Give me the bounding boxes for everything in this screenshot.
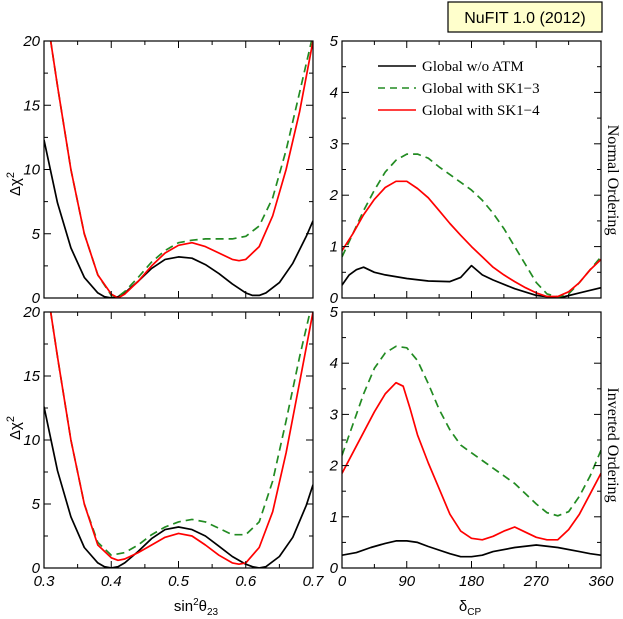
y-tick-label: 4 <box>330 84 338 101</box>
y-tick-label: 15 <box>23 368 40 385</box>
ylabel-top-left: Δχ2 <box>5 172 24 196</box>
x-tick-label: 0.7 <box>303 573 325 590</box>
series-line-3 <box>342 180 601 298</box>
y-tick-label: 10 <box>23 162 40 179</box>
y-tick-label: 2 <box>329 458 339 475</box>
series-line-1 <box>44 406 313 568</box>
y-tick-label: 3 <box>330 136 339 153</box>
plot-frame <box>341 40 602 299</box>
ylabel-bottom-left: Δχ2 <box>5 416 24 440</box>
y-tick-label: 5 <box>330 33 339 50</box>
legend-label-sk13: Global with SK1−3 <box>422 81 540 97</box>
x-tick-label: 0.6 <box>235 573 257 590</box>
y-tick-label: 2 <box>329 187 339 204</box>
series-group <box>44 41 313 298</box>
series-line-3 <box>49 312 313 566</box>
y-tick-label: 5 <box>32 496 41 513</box>
y-tick-label: 0 <box>330 560 339 577</box>
x-tick-label: 270 <box>523 573 550 590</box>
y-tick-label: 20 <box>22 304 40 321</box>
y-tick-label: 15 <box>23 97 40 114</box>
x-tick-label: 360 <box>588 573 614 590</box>
series-line-3 <box>342 381 601 541</box>
legend: Global w/o ATM Global with SK1−3 Global … <box>378 59 540 119</box>
series-group <box>342 345 601 558</box>
y-tick-label: 20 <box>22 33 40 50</box>
panel-bottom-left: 0.3 0.4 0.5 0.6 0.7 0 5 10 15 20 <box>22 304 325 590</box>
x-tick-label: 0 <box>338 573 347 590</box>
legend-label-wo-atm: Global w/o ATM <box>422 59 524 75</box>
series-line-1 <box>342 264 601 298</box>
xlabel-right: δCP <box>459 598 482 618</box>
series-line-2 <box>342 345 601 517</box>
series-line-2 <box>49 312 311 557</box>
series-line-2 <box>342 153 601 298</box>
y-tick-label: 4 <box>330 355 338 372</box>
badge: NuFIT 1.0 (2012) <box>447 1 603 33</box>
x-tick-label: 0.5 <box>168 573 190 590</box>
y-tick-label: 1 <box>330 239 338 256</box>
y-tick-label: 0 <box>32 290 41 307</box>
series-group <box>44 312 313 568</box>
panel-bottom-right: 0 90 180 270 360 0 1 2 3 4 5 <box>329 304 615 590</box>
plot-frame <box>43 311 314 569</box>
y-tick-label: 0 <box>330 290 339 307</box>
side-label-normal: Normal Ordering <box>604 125 621 236</box>
series-line-3 <box>49 41 313 298</box>
x-tick-label: 0.3 <box>34 573 56 590</box>
legend-label-sk14: Global with SK1−4 <box>422 103 540 119</box>
series-line-2 <box>49 41 313 298</box>
xlabel-left: sin2θ23 <box>174 597 219 618</box>
y-tick-label: 5 <box>32 226 41 243</box>
y-tick-label: 5 <box>330 304 339 321</box>
series-line-1 <box>44 139 313 298</box>
y-tick-label: 0 <box>32 560 41 577</box>
panel-top-left: 0 5 10 15 20 <box>22 33 314 307</box>
panel-top-right: 0 1 2 3 4 5 <box>329 33 602 307</box>
plot-frame <box>43 40 314 299</box>
series-group <box>342 153 601 298</box>
y-tick-label: 1 <box>330 509 338 526</box>
y-tick-label: 10 <box>23 432 40 449</box>
y-tick-label: 3 <box>330 406 339 423</box>
series-line-1 <box>342 540 601 558</box>
x-tick-label: 0.4 <box>101 573 122 590</box>
x-tick-label: 180 <box>459 573 485 590</box>
side-label-inverted: Inverted Ordering <box>604 387 621 502</box>
plot-frame <box>341 311 602 569</box>
badge-text: NuFIT 1.0 (2012) <box>464 10 586 27</box>
x-tick-label: 90 <box>398 573 415 590</box>
